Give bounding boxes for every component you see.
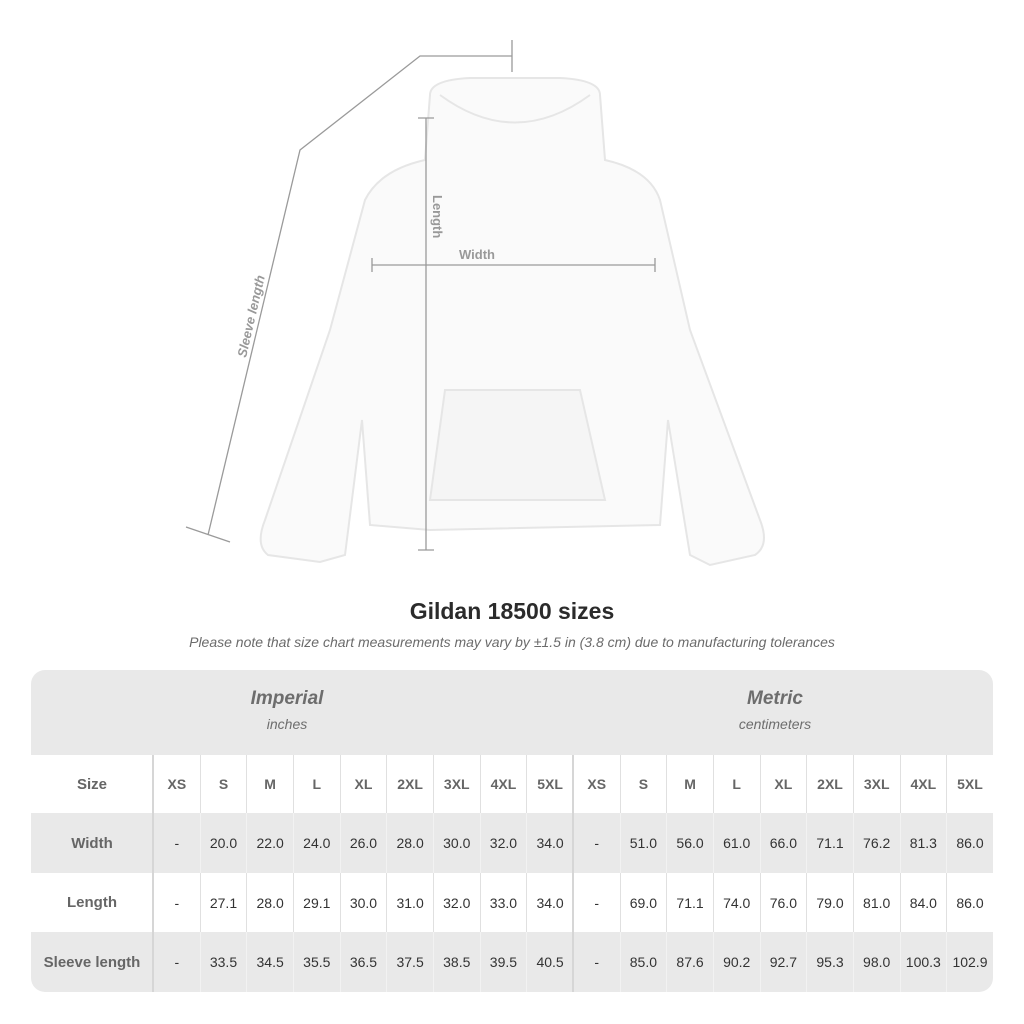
table-cell: 40.5 (526, 932, 573, 992)
imperial-unit: inches (266, 716, 308, 732)
hoodie-diagram: Sleeve length Length Width (185, 40, 765, 567)
table-cell: 79.0 (806, 873, 853, 932)
table-cell: 56.0 (666, 813, 713, 873)
row-label: Width (71, 834, 113, 852)
table-cell: XL (759, 755, 807, 813)
table-cell: 4XL (899, 755, 947, 813)
table-cell: 34.5 (246, 932, 293, 992)
row-label: Length (67, 894, 117, 911)
table-cell: 92.7 (759, 932, 807, 992)
table-cell: 69.0 (619, 873, 667, 932)
table-cell: 20.0 (199, 813, 247, 873)
table-row: Length -27.1 28.0 29.1 30.0 31.0 32.0 33.0 34.0-… (31, 873, 993, 932)
table-cell: - (153, 932, 200, 992)
length-label: Length (430, 195, 445, 238)
table-cell: 2XL (806, 755, 853, 813)
table-cell: 86.0 (946, 873, 993, 932)
table-cell: - (153, 813, 200, 873)
table-cell: XL (339, 755, 387, 813)
table-row: Sleeve length -33.5 34.5 35.5 36.5 37.5 38.5 39… (31, 932, 993, 992)
table-cell: 27.1 (199, 873, 247, 932)
sleeve-length-label: Sleeve length (234, 274, 267, 359)
page-title: Gildan 18500 sizes (409, 598, 615, 624)
table-cell: 26.0 (339, 813, 387, 873)
table-cell: 30.0 (339, 873, 387, 932)
table-cell: 30.0 (432, 813, 480, 873)
table-cell: 74.0 (712, 873, 760, 932)
table-cell: 34.0 (526, 873, 573, 932)
tolerance-note: Please note that size chart measurements… (189, 634, 835, 650)
table-cell: 84.0 (899, 873, 947, 932)
table-cell: 22.0 (246, 813, 293, 873)
table-header: Imperial inches Metric centimeters (31, 670, 993, 755)
table-cell: 5XL (946, 755, 993, 813)
table-cell: 98.0 (852, 932, 900, 992)
table-cell: 71.1 (666, 873, 713, 932)
table-cell: 28.0 (386, 813, 433, 873)
table-cell: 86.0 (946, 813, 993, 873)
table-cell: 32.0 (432, 873, 480, 932)
table-cell: 90.2 (712, 932, 760, 992)
table-cell: 102.9 (946, 932, 993, 992)
imperial-title: Imperial (250, 688, 324, 709)
table-cell: 2XL (386, 755, 433, 813)
column-divider (572, 755, 574, 992)
table-cell: 33.5 (199, 932, 247, 992)
table-cell: 5XL (526, 755, 573, 813)
measurement-lines (185, 40, 656, 551)
column-divider (152, 755, 154, 992)
imperial-header: Imperial inches (87, 688, 487, 732)
table-cell: 4XL (479, 755, 527, 813)
size-header-row: Size XS S M L XL 2XL 3XL 4XL 5XL XS S M L XL 2XL 3XL 4XL 5… (31, 755, 993, 813)
table-cell: 87.6 (666, 932, 713, 992)
table-cell: 81.3 (899, 813, 947, 873)
table-cell: 3XL (852, 755, 900, 813)
metric-unit: centimeters (738, 716, 812, 732)
table-cell: 66.0 (759, 813, 807, 873)
table-cell: 32.0 (479, 813, 527, 873)
table-cell: 35.5 (292, 932, 340, 992)
table-cell: 33.0 (479, 873, 527, 932)
table-cell: 76.0 (759, 873, 807, 932)
table-cell: M (666, 755, 713, 813)
metric-title: Metric (747, 688, 803, 709)
table-cell: XS (572, 755, 620, 813)
table-cell: XS (153, 755, 200, 813)
table-cell: S (619, 755, 667, 813)
table-cell: 61.0 (712, 813, 760, 873)
size-chart-table: Imperial inches Metric centimeters Size X… (31, 670, 993, 992)
table-cell: 51.0 (619, 813, 667, 873)
width-label: Width (459, 247, 495, 262)
table-cell: - (153, 873, 200, 932)
table-cell: 100.3 (899, 932, 947, 992)
row-label: Sleeve length (43, 953, 141, 971)
table-cell: L (292, 755, 340, 813)
table-cell: S (199, 755, 247, 813)
table-cell: 39.5 (479, 932, 527, 992)
table-cell: - (572, 873, 620, 932)
table-cell: 85.0 (619, 932, 667, 992)
table-cell: 29.1 (292, 873, 340, 932)
table-cell: 24.0 (292, 813, 340, 873)
table-row: Width -20.0 22.0 24.0 26.0 28.0 30.0 32.0 34.0-5… (31, 813, 993, 873)
table-cell: 36.5 (339, 932, 387, 992)
hoodie-illustration (259, 77, 765, 567)
table-cell: 81.0 (852, 873, 900, 932)
table-cell: 31.0 (386, 873, 433, 932)
table-cell: 28.0 (246, 873, 293, 932)
table-cell: 38.5 (432, 932, 480, 992)
table-cell: - (572, 932, 620, 992)
table-cell: M (246, 755, 293, 813)
metric-header: Metric centimeters (575, 688, 975, 732)
table-cell: 34.0 (526, 813, 573, 873)
table-cell: 37.5 (386, 932, 433, 992)
table-cell: - (572, 813, 620, 873)
table-cell: L (712, 755, 760, 813)
table-cell: 95.3 (806, 932, 853, 992)
row-label: Size (76, 775, 107, 793)
table-cell: 3XL (432, 755, 480, 813)
table-cell: 71.1 (806, 813, 853, 873)
table-cell: 76.2 (852, 813, 900, 873)
